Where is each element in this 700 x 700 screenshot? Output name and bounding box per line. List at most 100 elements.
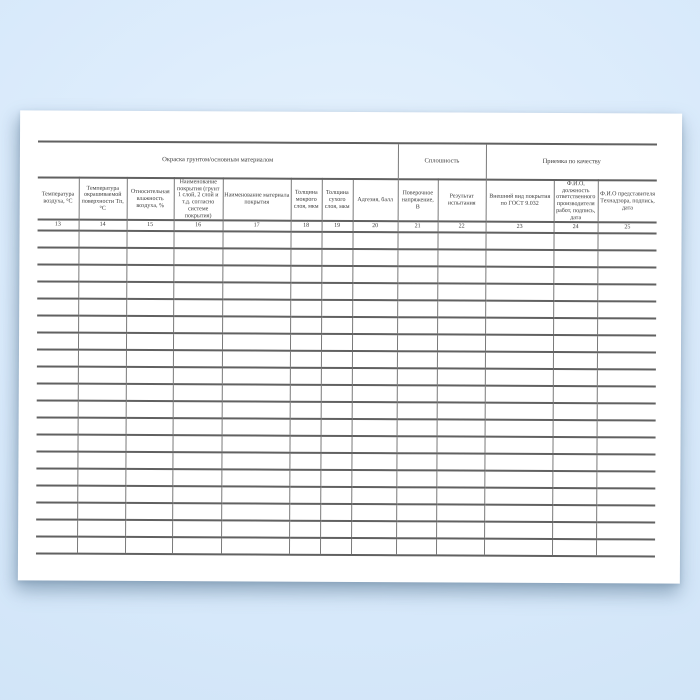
table-cell xyxy=(77,485,126,504)
table-cell xyxy=(35,536,78,554)
table-cell xyxy=(222,231,291,250)
table-cell xyxy=(172,401,222,419)
table-cell xyxy=(320,402,352,420)
table-cell xyxy=(484,538,553,557)
table-cell xyxy=(173,316,223,334)
table-cell xyxy=(396,538,437,556)
table-cell xyxy=(320,470,352,488)
table-cell xyxy=(173,248,223,266)
table-cell xyxy=(37,230,79,248)
group-header-continuity: Сплошность xyxy=(397,143,487,180)
table-cell xyxy=(125,486,173,504)
table-cell xyxy=(351,402,397,420)
table-cell xyxy=(484,385,553,404)
table-cell xyxy=(596,505,656,523)
table-cell xyxy=(596,539,656,557)
table-cell xyxy=(351,419,397,437)
table-cell xyxy=(485,317,554,336)
table-cell xyxy=(596,471,656,489)
table-cell xyxy=(222,265,291,284)
table-cell xyxy=(320,419,352,437)
table-cell xyxy=(36,417,78,435)
table-cell xyxy=(172,520,222,538)
table-cell xyxy=(437,266,486,284)
table-cell xyxy=(437,249,486,267)
table-cell xyxy=(126,299,174,317)
table-cell xyxy=(172,333,223,351)
col-header-relative-humidity: Относительная влажность воздуха, % xyxy=(126,177,174,221)
table-cell xyxy=(397,266,438,284)
table-cell xyxy=(77,366,126,385)
table-cell xyxy=(125,469,173,487)
table-cell xyxy=(596,437,656,455)
table-cell xyxy=(126,248,174,266)
table-cell xyxy=(321,317,353,335)
table-cell xyxy=(396,504,437,522)
coating-log-table: Окраска грунтом/основным материалом Спло… xyxy=(35,140,658,557)
table-cell xyxy=(320,521,352,539)
table-cell xyxy=(320,453,352,471)
table-cell xyxy=(552,403,597,421)
table-cell xyxy=(485,334,554,353)
table-cell xyxy=(125,367,173,385)
table-cell xyxy=(351,470,397,488)
table-cell xyxy=(125,503,173,521)
table-cell xyxy=(484,453,553,472)
table-cell xyxy=(437,334,486,352)
table-cell xyxy=(396,351,438,369)
table-cell xyxy=(77,451,126,470)
table-cell xyxy=(321,300,353,318)
table-cell xyxy=(597,284,657,302)
table-cell xyxy=(37,315,79,333)
table-cell xyxy=(172,452,222,470)
table-cell xyxy=(321,283,353,301)
table-cell xyxy=(396,419,437,437)
table-cell xyxy=(436,453,485,471)
table-cell xyxy=(37,298,79,316)
table-cell xyxy=(352,300,398,318)
col-header-test-result: Результат испытания xyxy=(437,179,486,222)
table-cell xyxy=(126,316,174,334)
table-cell xyxy=(77,502,126,521)
table-cell xyxy=(172,384,222,402)
table-cell xyxy=(436,368,485,386)
table-cell xyxy=(485,266,554,285)
table-cell xyxy=(76,536,126,555)
table-cell xyxy=(553,335,598,353)
table-cell xyxy=(552,437,597,455)
table-cell xyxy=(172,418,222,436)
table-cell xyxy=(352,249,398,267)
table-cell xyxy=(396,521,437,539)
table-cell xyxy=(436,538,485,556)
table-cell xyxy=(289,504,321,522)
table-cell xyxy=(77,417,126,436)
table-cell xyxy=(222,248,291,267)
table-cell xyxy=(288,538,321,556)
table-cell xyxy=(290,283,322,301)
col-number: 20 xyxy=(352,221,398,233)
table-cell xyxy=(484,487,553,506)
table-cell xyxy=(221,435,290,454)
table-cell xyxy=(221,486,290,505)
table-cell xyxy=(78,247,127,266)
table-cell xyxy=(436,504,485,522)
table-cell xyxy=(436,487,485,505)
table-cell xyxy=(320,368,352,386)
table-cell xyxy=(126,231,174,249)
table-cell xyxy=(172,350,222,368)
table-cell xyxy=(485,300,554,319)
table-cell xyxy=(351,521,397,539)
table-cell xyxy=(36,332,79,350)
table-cell xyxy=(125,435,173,453)
col-header-wet-layer-thickness: Толщина мокрого слоя, мкм xyxy=(290,178,322,222)
table-cell xyxy=(289,402,321,420)
table-cell xyxy=(396,402,437,420)
table-cell xyxy=(597,335,657,353)
table-cell xyxy=(320,351,352,369)
table-cell xyxy=(596,369,656,387)
table-cell xyxy=(397,317,438,335)
table-cell xyxy=(436,385,485,403)
table-cell xyxy=(78,281,127,300)
table-cell xyxy=(222,299,291,318)
table-cell xyxy=(597,301,657,319)
